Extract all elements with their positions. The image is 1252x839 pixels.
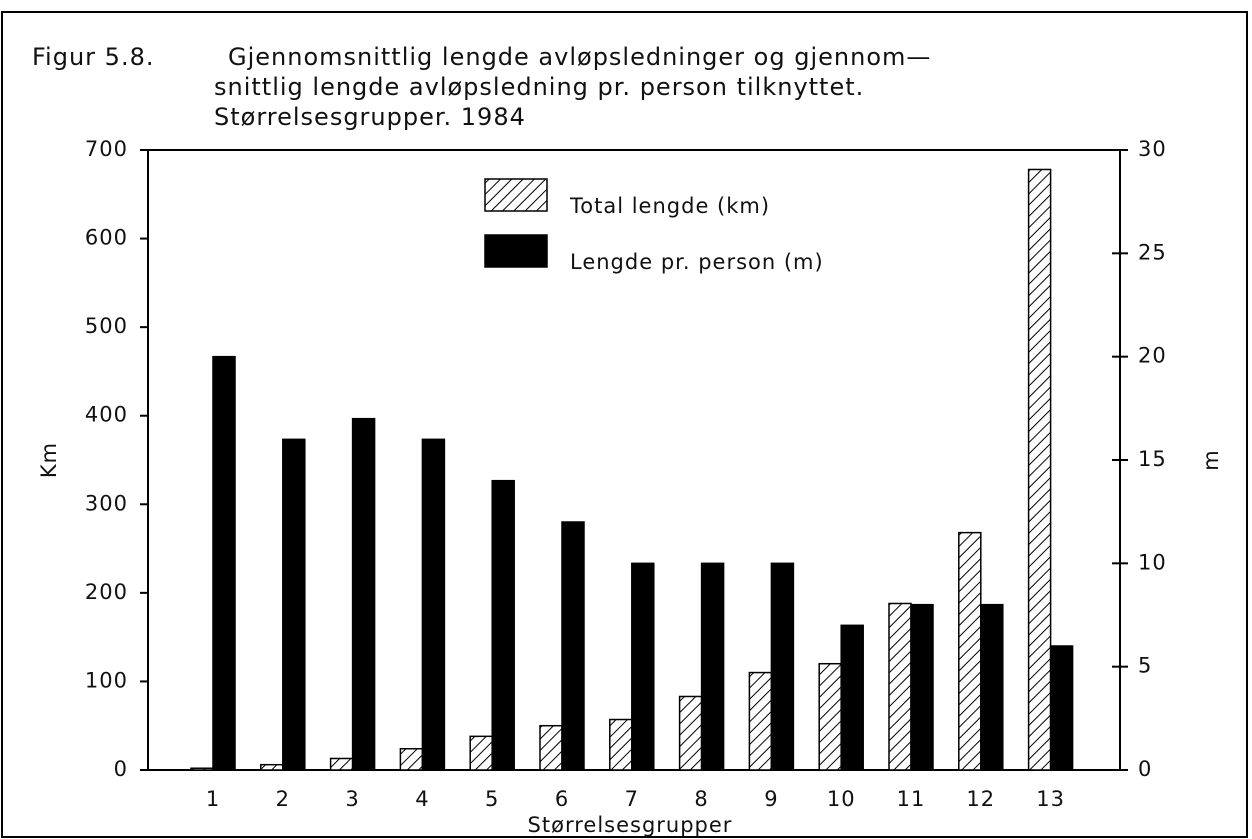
y-tick-label: 400 [85,403,128,427]
y-tick-label: 300 [85,491,128,515]
bar [329,757,354,771]
bar [748,671,773,771]
x-tick-label: 12 [966,787,995,811]
y2-tick-label: 10 [1138,550,1167,574]
x-axis-label: Størrelsesgrupper [528,813,733,837]
bar [491,479,515,771]
bar [212,355,236,771]
bar [770,562,795,771]
y-tick-label: 0 [114,757,128,781]
y-tick-label: 500 [85,314,128,338]
bar [1049,645,1074,771]
bar [609,718,633,771]
x-tick-label: 3 [345,787,359,811]
x-tick-label: 13 [1036,787,1065,811]
y-tick-label: 200 [85,580,128,604]
bar [399,747,424,771]
bar [1027,168,1052,771]
bar [840,624,864,771]
bar [421,438,446,771]
bar [818,662,842,771]
bar [260,763,284,771]
legend-label: Lengde pr. person (m) [570,250,824,274]
y2-tick-label: 20 [1138,344,1167,368]
y2-tick-label: 25 [1138,240,1167,264]
y-axis-label: Km [37,442,61,478]
bar [678,695,703,771]
frame [1,11,1248,838]
bar [351,417,376,771]
bar [539,724,563,771]
bar [958,531,982,771]
bar [190,767,214,771]
bar [561,521,585,771]
chart-title: Figur 5.8. [32,43,154,71]
y-tick-label: 100 [85,668,128,692]
chart-title: snittlig lengde avløpsledning pr. person… [214,73,864,101]
x-tick-label: 2 [276,787,290,811]
legend-swatch [484,178,548,212]
y-tick-label: 700 [85,137,128,161]
chart-title: Gjennomsnittlig lengde avløpsledninger o… [228,43,931,71]
bar [282,438,306,771]
x-tick-label: 8 [694,787,708,811]
x-tick-label: 6 [555,787,569,811]
bar [910,603,934,771]
x-tick-label: 7 [625,787,639,811]
y2-tick-label: 5 [1138,654,1152,678]
x-tick-label: 5 [485,787,499,811]
bar [631,562,655,771]
y2-tick-label: 0 [1138,757,1152,781]
y-tick-label: 600 [85,226,128,250]
x-tick-label: 4 [415,787,429,811]
y2-axis-label: m [1199,449,1223,470]
y2-tick-label: 30 [1138,137,1167,161]
bar [700,562,725,771]
x-tick-label: 9 [764,787,778,811]
bar [980,603,1004,771]
legend-label: Total lengde (km) [569,194,770,218]
bar [888,602,912,771]
legend-swatch [484,234,548,268]
chart-title: Størrelsesgrupper. 1984 [214,103,526,131]
x-tick-label: 10 [827,787,856,811]
y2-tick-label: 15 [1138,447,1167,471]
x-tick-label: 11 [897,787,926,811]
bar [469,735,493,771]
x-tick-label: 1 [206,787,220,811]
